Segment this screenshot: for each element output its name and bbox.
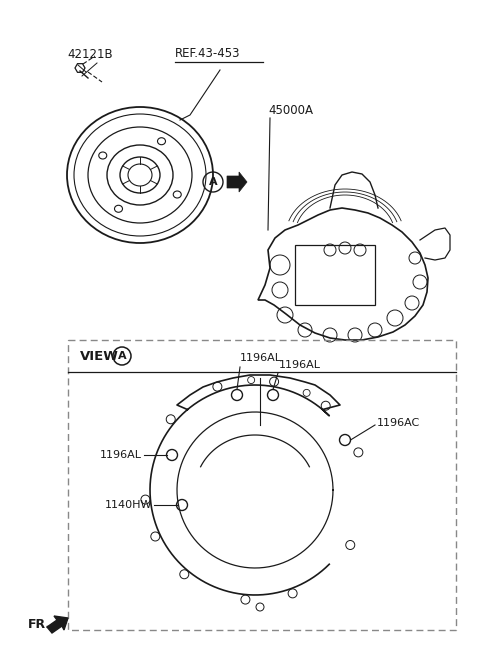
Text: A: A — [209, 177, 217, 187]
Polygon shape — [227, 172, 247, 192]
Text: 1196AL: 1196AL — [100, 450, 142, 460]
Bar — [295, 245, 375, 305]
Text: REF.43-453: REF.43-453 — [175, 47, 240, 60]
Bar — [68, 340, 456, 630]
Text: 45000A: 45000A — [268, 104, 313, 117]
Text: 42121B: 42121B — [67, 49, 113, 62]
Text: 1196AL: 1196AL — [279, 360, 321, 370]
Polygon shape — [47, 616, 68, 633]
Text: FR.: FR. — [28, 617, 51, 630]
Text: 1196AL: 1196AL — [240, 353, 282, 363]
Text: 1196AC: 1196AC — [377, 418, 420, 428]
Text: VIEW: VIEW — [80, 350, 119, 363]
Text: 1140HW: 1140HW — [105, 500, 152, 510]
Text: A: A — [118, 351, 126, 361]
